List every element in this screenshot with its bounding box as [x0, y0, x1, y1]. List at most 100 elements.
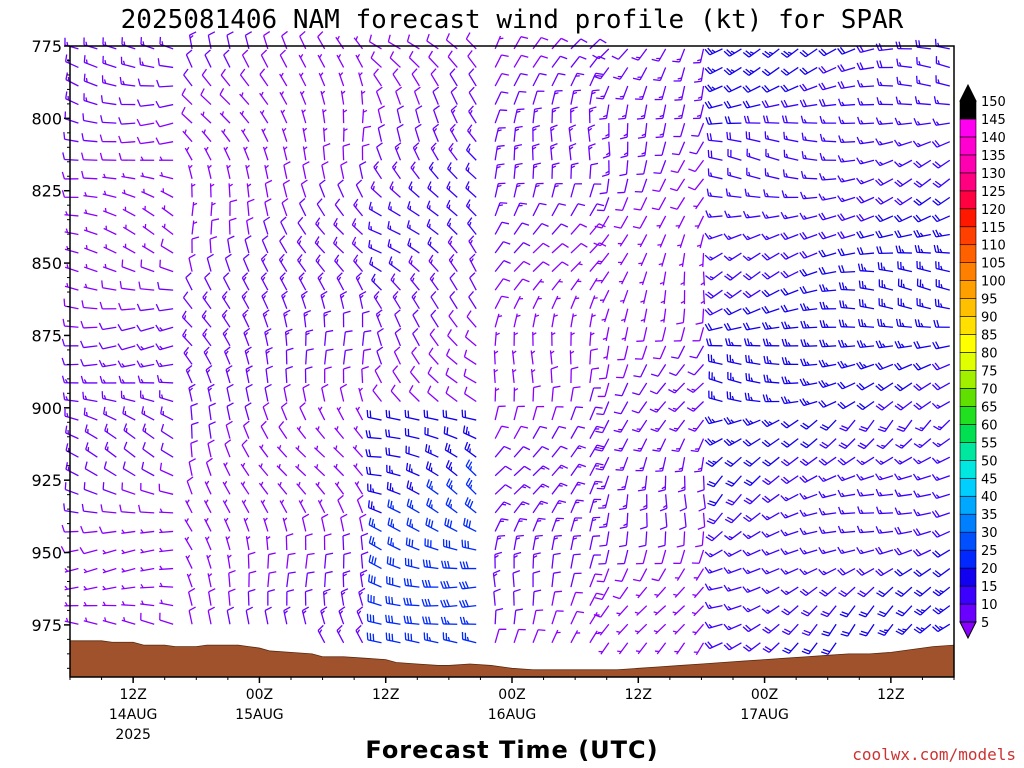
wind-barb: [651, 197, 667, 211]
wind-barb: [780, 232, 799, 241]
wind-barb: [877, 623, 894, 636]
wind-barb: [551, 425, 567, 439]
wind-barb: [598, 364, 610, 380]
wind-barb: [103, 207, 117, 217]
wind-barb: [800, 320, 818, 329]
wind-barb: [551, 243, 569, 254]
wind-barb: [223, 462, 231, 477]
wind-barb: [320, 606, 328, 625]
wind-barb: [324, 366, 332, 383]
wind-barb: [634, 605, 648, 616]
wind-barb: [532, 534, 543, 551]
wind-barb: [513, 242, 531, 254]
wind-barb: [726, 354, 742, 366]
wind-barb: [62, 152, 79, 161]
wind-barb: [440, 580, 458, 589]
wind-barb: [837, 213, 856, 222]
wind-barb: [62, 392, 79, 403]
wind-barb: [761, 305, 780, 314]
wind-barb: [361, 143, 370, 161]
wind-barb: [933, 96, 950, 106]
wind-barb: [839, 605, 856, 618]
wind-barb: [102, 585, 117, 591]
wind-barb: [258, 444, 269, 458]
wind-barb: [64, 567, 79, 573]
wind-barb: [618, 252, 629, 266]
wind-barb: [361, 365, 369, 383]
wind-barb: [389, 181, 401, 198]
wind-barb: [633, 197, 648, 211]
wind-barb: [913, 490, 931, 498]
wind-barb: [386, 576, 401, 588]
wind-barb: [278, 253, 288, 272]
wind-barb: [361, 125, 372, 142]
wind-barb: [142, 423, 155, 440]
wind-barb: [764, 168, 780, 180]
wind-barb: [142, 441, 155, 458]
wind-barb: [875, 178, 894, 187]
wind-barb: [761, 48, 780, 58]
wind-barb: [856, 547, 875, 555]
wind-barb: [894, 159, 913, 168]
wind-barb: [468, 105, 477, 124]
wind-barb: [104, 441, 117, 458]
wind-barb: [407, 238, 420, 254]
wind-barb: [99, 375, 117, 384]
wind-barb: [117, 323, 136, 332]
wind-barb: [781, 190, 799, 199]
wind-barb: [183, 68, 193, 87]
wind-barb: [245, 365, 253, 384]
wind-barb: [932, 438, 951, 448]
wind-barb: [875, 526, 894, 534]
colorbar-label: 85: [981, 329, 998, 344]
wind-barb: [265, 346, 273, 365]
wind-barb: [799, 586, 818, 596]
wind-barb: [856, 525, 875, 534]
wind-barb: [640, 290, 648, 304]
wind-barb: [370, 181, 382, 198]
wind-barb: [186, 476, 194, 495]
wind-barb: [599, 512, 610, 529]
wind-barb: [263, 216, 271, 235]
wind-barb: [819, 419, 837, 431]
wind-barb: [745, 354, 761, 366]
wind-barb: [819, 438, 837, 449]
wind-barb: [762, 394, 780, 403]
wind-barb: [650, 419, 667, 433]
colorbar-box: [959, 118, 977, 138]
wind-barb: [227, 554, 232, 569]
wind-barb: [227, 235, 235, 254]
wind-barb: [324, 329, 334, 346]
wind-barb: [465, 199, 477, 217]
wind-barb: [80, 320, 98, 329]
wind-barb: [933, 419, 951, 431]
wind-barb: [699, 253, 705, 268]
wind-barb: [450, 105, 458, 124]
wind-barb: [367, 483, 382, 495]
wind-barb: [414, 123, 422, 142]
wind-barb: [781, 605, 799, 616]
wind-barb: [340, 513, 348, 532]
wind-barb: [913, 229, 931, 238]
wind-barb: [650, 364, 667, 377]
wind-barb: [117, 360, 136, 368]
colorbar-label: 95: [981, 293, 998, 308]
wind-barb: [780, 84, 799, 93]
wind-barb: [819, 301, 837, 310]
wind-barbs: [60, 30, 951, 656]
wind-barb: [894, 507, 912, 516]
wind-barb: [935, 261, 950, 273]
wind-barb: [620, 289, 629, 304]
colorbar-label: 140: [981, 131, 1006, 146]
x-tick-label: 00Z: [751, 687, 778, 703]
wind-barb: [422, 616, 439, 625]
wind-barb: [513, 182, 525, 198]
wind-barb: [157, 281, 174, 291]
wind-barb: [219, 88, 231, 106]
wind-barb: [282, 146, 288, 161]
wind-barb: [279, 49, 288, 68]
wind-barb: [655, 123, 667, 139]
wind-barb: [461, 539, 477, 551]
wind-barb: [780, 548, 799, 556]
wind-barb: [61, 171, 79, 180]
